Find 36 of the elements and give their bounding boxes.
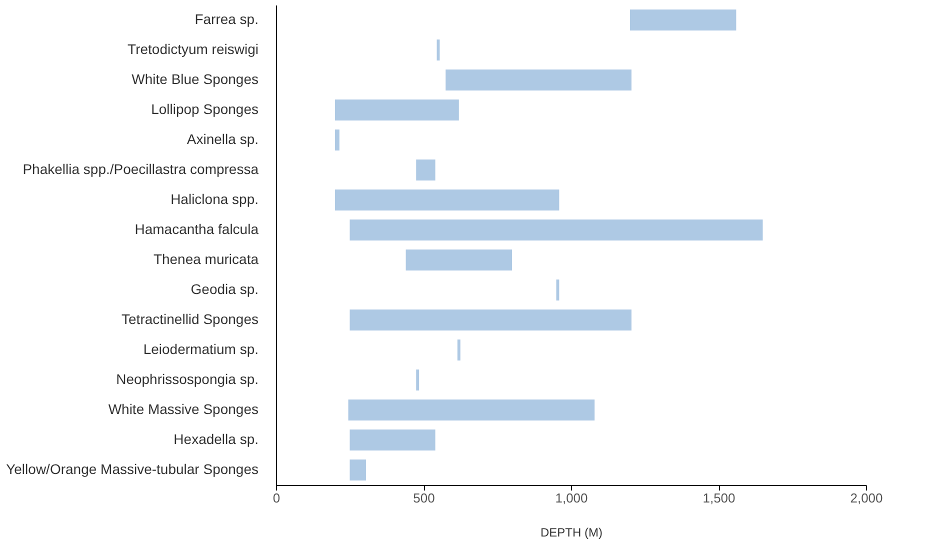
bar <box>416 160 436 180</box>
x-tick-label: 1,000 <box>555 490 588 506</box>
x-axis-title: DEPTH (M) <box>540 526 602 540</box>
bar <box>630 10 736 30</box>
y-tick-label: Neophrissospongia sp. <box>116 371 258 387</box>
bar <box>335 190 560 210</box>
bar <box>446 70 632 90</box>
bar <box>457 340 460 360</box>
y-tick-label: Thenea muricata <box>153 251 259 267</box>
y-tick-label: Geodia sp. <box>190 281 258 297</box>
bar <box>350 430 436 450</box>
y-tick-label: White Blue Sponges <box>132 71 258 87</box>
bar <box>416 370 420 390</box>
y-tick-label: Axinella sp. <box>186 131 258 147</box>
bar <box>350 460 366 480</box>
y-tick-label: Haliclona spp. <box>170 191 258 207</box>
y-tick-label: Farrea sp. <box>194 11 258 27</box>
y-tick-label: Leiodermatium sp. <box>143 341 258 357</box>
y-tick-label: Hexadella sp. <box>174 431 258 447</box>
x-tick-label: 2,000 <box>850 490 883 506</box>
bar <box>350 220 763 240</box>
bar <box>406 250 512 270</box>
y-tick-label: Phakellia spp./Poecillastra compressa <box>22 161 259 177</box>
x-tick-label: 500 <box>413 490 435 506</box>
bar <box>350 310 632 330</box>
y-tick-label: Tretodictyum reiswigi <box>128 41 258 57</box>
y-tick-label: Yellow/Orange Massive-tubular Sponges <box>6 461 258 477</box>
y-tick-label: White Massive Sponges <box>108 401 258 417</box>
x-tick-label: 1,500 <box>702 490 736 506</box>
y-tick-label: Tetractinellid Sponges <box>122 311 258 327</box>
x-tick-label: 0 <box>272 490 280 506</box>
y-tick-label: Hamacantha falcula <box>134 221 259 237</box>
bar <box>335 100 459 120</box>
bar <box>335 130 340 150</box>
bar <box>348 400 595 420</box>
y-tick-label: Lollipop Sponges <box>151 101 258 117</box>
